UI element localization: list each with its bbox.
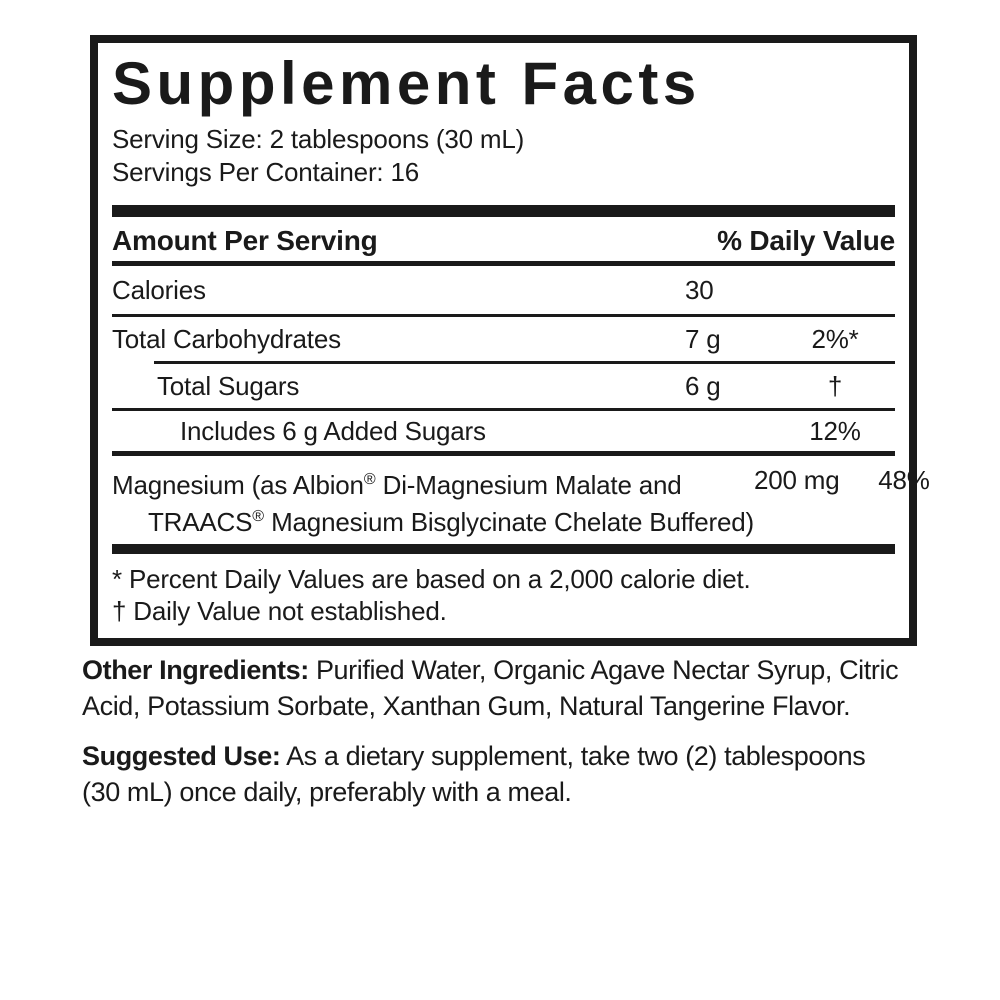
nutrient-amount: 200 mg	[753, 465, 840, 495]
magnesium-row: Magnesium (as Albion® Di-Magnesium Malat…	[112, 456, 930, 544]
divider	[112, 314, 895, 317]
serving-size: Serving Size: 2 tablespoons (30 mL)	[112, 124, 525, 154]
nutrient-name: Total Sugars	[157, 370, 300, 401]
nutrient-name-part: Magnesium (as Albion	[112, 470, 364, 500]
label-paragraphs: Other Ingredients: Purified Water, Organ…	[82, 652, 972, 810]
supplement-facts-panel: Supplement Facts Serving Size: 2 tablesp…	[90, 35, 930, 646]
nutrient-name-part: Magnesium Bisglycinate Chelate Buffered)	[264, 507, 754, 537]
suggested-use-paragraph: Suggested Use: As a dietary supplement, …	[82, 738, 972, 810]
total-sugars-row: Total Sugars 6 g †	[112, 364, 895, 408]
servings-per-container: Servings Per Container: 16	[112, 157, 419, 187]
other-ingredients-paragraph: Other Ingredients: Purified Water, Organ…	[82, 652, 972, 724]
total-carbohydrates-row: Total Carbohydrates 7 g 2%*	[112, 317, 895, 361]
nutrient-name: Total Carbohydrates	[112, 323, 341, 354]
nutrient-amount: 7 g	[685, 323, 721, 354]
footnote-daily-values: * Percent Daily Values are based on a 2,…	[112, 564, 751, 594]
calories-row: Calories 30	[112, 266, 895, 314]
serving-info: Serving Size: 2 tablespoons (30 mL) Serv…	[112, 123, 895, 189]
other-ingredients-label: Other Ingredients:	[82, 655, 309, 685]
nutrient-name: Includes 6 g Added Sugars	[180, 415, 486, 446]
nutrient-daily-value: 12%	[809, 415, 861, 446]
suggested-use-text-line2: (30 mL) once daily, preferably with a me…	[82, 777, 572, 807]
nutrient-name-part: TRAACS	[148, 507, 253, 537]
nutrient-amount: 6 g	[685, 370, 721, 401]
other-ingredients-text-line2: Acid, Potassium Sorbate, Xanthan Gum, Na…	[82, 691, 851, 721]
footnote-not-established: † Daily Value not established.	[112, 596, 447, 626]
added-sugars-row: Includes 6 g Added Sugars 12%	[112, 411, 895, 451]
nutrient-daily-value: 48%	[878, 465, 930, 495]
divider-thick-top	[112, 205, 895, 217]
suggested-use-text-line1: As a dietary supplement, take two (2) ta…	[286, 741, 866, 771]
nutrient-name-part: Di-Magnesium Malate and	[375, 470, 682, 500]
divider	[112, 451, 895, 456]
nutrient-daily-value: 2%*	[811, 323, 859, 354]
footnotes: * Percent Daily Values are based on a 2,…	[112, 554, 895, 638]
registered-trademark-symbol: ®	[252, 508, 265, 525]
nutrient-name: Magnesium (as Albion® Di-Magnesium Malat…	[112, 464, 754, 538]
nutrient-amount: 30	[685, 274, 714, 305]
nutrient-name: Calories	[112, 274, 206, 305]
divider-thick-bottom	[112, 544, 895, 554]
amount-per-serving-header: Amount Per Serving	[112, 225, 378, 256]
nutrient-daily-value: †	[827, 370, 843, 401]
divider	[112, 408, 895, 411]
registered-trademark-symbol: ®	[363, 471, 376, 488]
suggested-use-label: Suggested Use:	[82, 741, 281, 771]
percent-daily-value-header: % Daily Value	[717, 225, 895, 256]
table-header-row: Amount Per Serving % Daily Value	[112, 217, 895, 266]
panel-title: Supplement Facts	[112, 50, 701, 117]
other-ingredients-text-line1: Purified Water, Organic Agave Nectar Syr…	[315, 655, 899, 685]
divider-indented	[154, 361, 895, 364]
